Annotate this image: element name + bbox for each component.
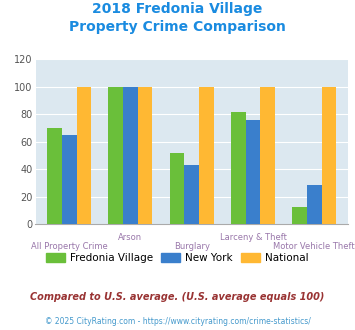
Bar bbox=[138, 87, 153, 224]
Bar bbox=[170, 153, 184, 224]
Bar bbox=[77, 87, 91, 224]
Text: Motor Vehicle Theft: Motor Vehicle Theft bbox=[273, 242, 355, 251]
Legend: Fredonia Village, New York, National: Fredonia Village, New York, National bbox=[42, 248, 313, 267]
Text: Larceny & Theft: Larceny & Theft bbox=[219, 234, 286, 243]
Text: All Property Crime: All Property Crime bbox=[31, 242, 108, 251]
Bar bbox=[260, 87, 275, 224]
Text: Compared to U.S. average. (U.S. average equals 100): Compared to U.S. average. (U.S. average … bbox=[30, 292, 325, 302]
Text: 2018 Fredonia Village: 2018 Fredonia Village bbox=[92, 2, 263, 16]
Text: Burglary: Burglary bbox=[174, 242, 210, 251]
Bar bbox=[246, 120, 260, 224]
Bar bbox=[307, 184, 322, 224]
Text: Property Crime Comparison: Property Crime Comparison bbox=[69, 20, 286, 34]
Bar bbox=[184, 165, 199, 224]
Bar bbox=[292, 207, 307, 224]
Bar bbox=[199, 87, 214, 224]
Bar bbox=[108, 87, 123, 224]
Bar bbox=[231, 112, 246, 224]
Bar bbox=[322, 87, 336, 224]
Text: Arson: Arson bbox=[118, 234, 142, 243]
Bar bbox=[47, 128, 62, 224]
Bar bbox=[62, 135, 77, 224]
Bar bbox=[123, 87, 138, 224]
Text: © 2025 CityRating.com - https://www.cityrating.com/crime-statistics/: © 2025 CityRating.com - https://www.city… bbox=[45, 317, 310, 326]
